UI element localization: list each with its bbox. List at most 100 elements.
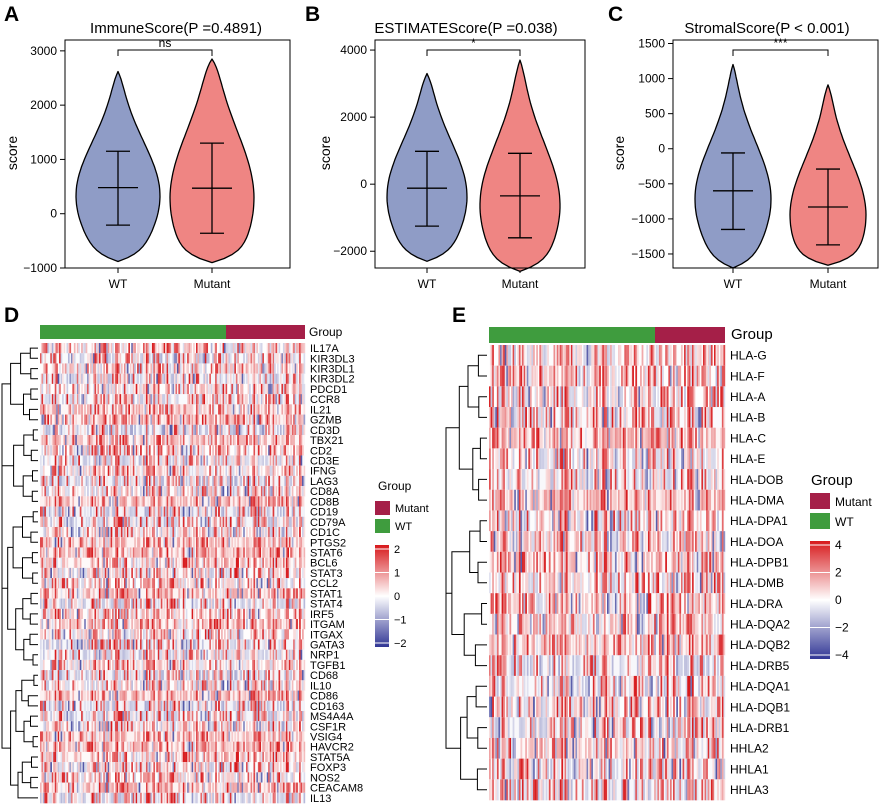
heatmap-cell-d: [85, 363, 88, 374]
heatmap-cell-d: [134, 537, 136, 548]
heatmap-cell-d: [168, 516, 170, 528]
heatmap-cell-d: [269, 659, 272, 671]
heatmap-cell-d: [219, 353, 222, 364]
heatmap-cell-d: [156, 383, 158, 395]
heatmap-cell-d: [297, 455, 300, 466]
heatmap-cell-d: [263, 527, 266, 538]
heatmap-cell-d: [120, 608, 123, 620]
heatmap-cell-d: [243, 649, 245, 661]
heatmap-cell-d: [288, 516, 291, 528]
heatmap-cell-d: [51, 445, 54, 456]
heatmap-cell-d: [125, 363, 128, 374]
heatmap-cell-d: [90, 659, 92, 671]
heatmap-cell-d: [175, 608, 178, 620]
heatmap-cell-d: [190, 343, 192, 354]
heatmap-cell-d: [79, 404, 82, 415]
heatmap-cell-d: [135, 445, 138, 456]
heatmap-cell-d: [40, 588, 42, 599]
heatmap-cell-d: [54, 424, 57, 436]
heatmap-cell-d: [91, 598, 94, 610]
heatmap-cell-d: [204, 353, 207, 364]
heatmap-cell-d: [188, 343, 191, 354]
heatmap-cell-d: [57, 475, 60, 487]
heatmap-cell-d: [243, 578, 245, 589]
heatmap-cell-d: [54, 537, 57, 548]
heatmap-cell-d: [101, 608, 104, 620]
heatmap-cell-d: [249, 670, 251, 681]
heatmap-cell-d: [82, 690, 85, 702]
heatmap-cell-d: [156, 557, 158, 569]
heatmap-cell-d: [79, 373, 82, 385]
heatmap-cell-d: [93, 670, 95, 681]
heatmap-cell-d: [85, 445, 88, 456]
heatmap-cell-d: [173, 619, 176, 630]
heatmap-cell-d: [254, 547, 257, 558]
heatmap-cell-d: [48, 690, 51, 702]
heatmap-cell-d: [212, 475, 214, 487]
heatmap-cell-d: [284, 353, 287, 364]
heatmap-cell-d: [173, 527, 176, 538]
heatmap-cell-d: [228, 527, 231, 538]
heatmap-cell-d: [271, 414, 273, 426]
heatmap-cell-d: [209, 516, 211, 528]
heatmap-cell-d: [257, 404, 260, 415]
heatmap-cell-d: [131, 670, 133, 681]
heatmap-cell-d: [204, 435, 207, 446]
heatmap-cell-d: [72, 506, 75, 518]
heatmap-cell-d: [178, 475, 181, 487]
heatmap-cell-d: [156, 414, 158, 426]
heatmap-cell-d: [181, 557, 183, 569]
heatmap-cell-d: [203, 404, 206, 415]
heatmap-cell-d: [190, 455, 192, 466]
heatmap-cell-d: [135, 496, 138, 507]
heatmap-cell-d: [82, 496, 85, 507]
heatmap-cell-d: [225, 475, 228, 487]
heatmap-cell-d: [154, 475, 157, 487]
heatmap-cell-d: [120, 711, 123, 722]
heatmap-cell-d: [160, 465, 163, 477]
heatmap-cell-d: [98, 353, 101, 364]
heatmap-cell-d: [215, 547, 217, 558]
heatmap-cell-d: [115, 608, 117, 620]
heatmap-cell-d: [50, 465, 52, 477]
heatmap-cell-d: [116, 435, 119, 446]
heatmap-cell-d: [302, 394, 304, 405]
heatmap-cell-d: [113, 639, 116, 650]
heatmap-cell-d: [178, 670, 181, 681]
heatmap-cell-d: [215, 496, 217, 507]
heatmap-cell-d: [204, 465, 207, 477]
heatmap-cell-d: [182, 363, 185, 374]
heatmap-cell-d: [302, 680, 304, 691]
heatmap-cell-d: [240, 404, 242, 415]
heatmap-cell-d: [203, 486, 206, 497]
heatmap-cell-d: [151, 598, 154, 610]
heatmap-cell-d: [197, 659, 200, 671]
y-axis-label-a: score: [4, 136, 20, 170]
heatmap-cell-d: [81, 486, 83, 497]
heatmap-cell-d: [165, 424, 167, 436]
heatmap-cell-d: [182, 465, 185, 477]
heatmap-cell-d: [134, 629, 136, 640]
heatmap-cell-d: [254, 486, 257, 497]
heatmap-cell-d: [232, 547, 235, 558]
heatmap-cell-d: [153, 557, 156, 569]
heatmap-cell-d: [148, 465, 151, 477]
heatmap-cell-d: [146, 588, 148, 599]
heatmap-cell-d: [235, 373, 238, 385]
heatmap-cell-d: [119, 527, 122, 538]
heatmap-cell-d: [116, 424, 119, 436]
heatmap-cell-d: [106, 537, 108, 548]
heatmap-cell-d: [253, 404, 256, 415]
heatmap-cell-d: [82, 537, 85, 548]
heatmap-cell-d: [234, 598, 236, 610]
heatmap-cell-d: [87, 527, 89, 538]
heatmap-cell-d: [238, 506, 241, 518]
heatmap-cell-d: [229, 383, 232, 395]
heatmap-cell-d: [252, 455, 254, 466]
heatmap-cell-d: [151, 547, 154, 558]
heatmap-cell-d: [63, 711, 66, 722]
heatmap-cell-d: [62, 527, 64, 538]
heatmap-cell-d: [191, 455, 194, 466]
heatmap-cell-d: [260, 527, 263, 538]
heatmap-cell-d: [259, 475, 262, 487]
